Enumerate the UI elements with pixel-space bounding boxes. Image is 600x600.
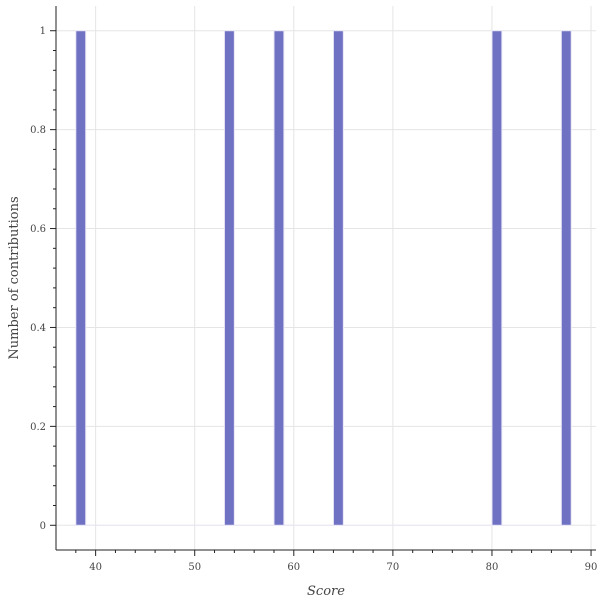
y-tick-label: 0: [40, 521, 46, 532]
y-axis-title: Number of contributions: [7, 196, 22, 359]
histogram-bar: [75, 30, 87, 526]
axes: [55, 6, 596, 551]
y-tick-label: 0.6: [30, 224, 46, 235]
bars: [70, 30, 572, 526]
histogram-bar: [273, 30, 285, 526]
histogram-bar: [223, 30, 235, 526]
y-tick-label: 1: [40, 26, 46, 37]
x-tick-label: 40: [89, 562, 102, 573]
grid: [56, 6, 596, 550]
histogram-bar: [560, 30, 572, 526]
y-tick-label: 0.8: [30, 125, 46, 136]
x-tick-label: 80: [486, 562, 499, 573]
y-tick-label: 0.4: [30, 323, 46, 334]
x-tick-label: 50: [188, 562, 201, 573]
x-tick-label: 60: [287, 562, 300, 573]
ticks: 40 50 60 70 80 90 0 0.2 0.4 0.6 0.8 1: [30, 26, 597, 573]
histogram-bar: [332, 30, 344, 526]
histogram-bar: [491, 30, 503, 526]
y-tick-label: 0.2: [30, 422, 46, 433]
x-axis-title: Score: [307, 584, 345, 599]
x-tick-label: 90: [585, 562, 598, 573]
x-tick-label: 70: [387, 562, 400, 573]
